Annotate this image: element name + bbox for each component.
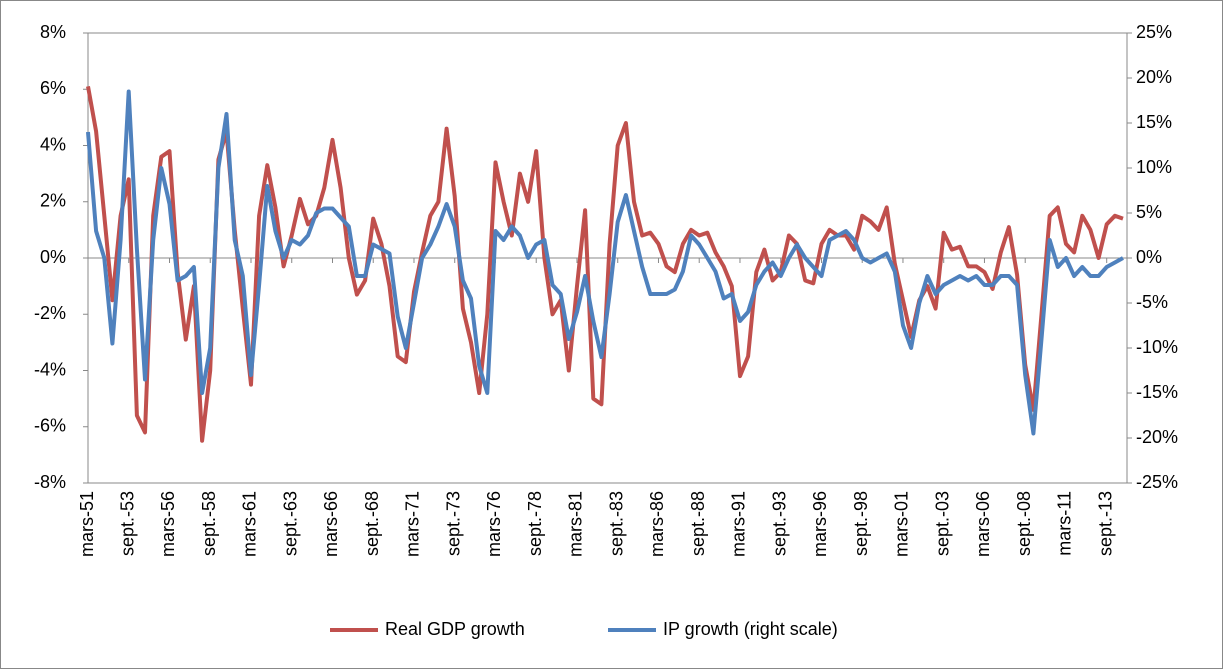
y2-tick-label: 10% — [1136, 157, 1172, 177]
y2-tick-label: 0% — [1136, 247, 1162, 267]
y-tick-label: 2% — [40, 191, 66, 211]
x-tick-label: mars-11 — [1055, 491, 1075, 556]
legend-label: Real GDP growth — [385, 619, 525, 639]
y-tick-label: 0% — [40, 247, 66, 267]
y2-tick-label: -20% — [1136, 427, 1178, 447]
y2-tick-label: -5% — [1136, 292, 1168, 312]
x-tick-label: sept.-73 — [443, 491, 463, 556]
legend-label: IP growth (right scale) — [663, 619, 838, 639]
x-tick-label: sept.-98 — [851, 491, 871, 556]
x-tick-label: mars-06 — [973, 491, 993, 557]
x-tick-label: mars-81 — [566, 491, 586, 557]
y2-tick-label: 20% — [1136, 67, 1172, 87]
x-tick-label: mars-71 — [403, 491, 423, 557]
x-tick-label: sept.-83 — [606, 491, 626, 556]
x-tick-label: sept.-93 — [769, 491, 789, 556]
x-tick-label: sept.-68 — [362, 491, 382, 556]
x-tick-label: sept.-03 — [932, 491, 952, 556]
x-tick-label: sept.-63 — [280, 491, 300, 556]
x-tick-label: mars-91 — [729, 491, 749, 557]
y-tick-label: -8% — [34, 472, 66, 492]
x-tick-label: mars-96 — [810, 491, 830, 557]
x-tick-label: sept.-53 — [117, 491, 137, 556]
x-tick-label: mars-56 — [158, 491, 178, 557]
x-tick-label: sept.-88 — [688, 491, 708, 556]
x-tick-label: sept.-08 — [1014, 491, 1034, 556]
x-tick-label: mars-76 — [484, 491, 504, 557]
y2-tick-label: -10% — [1136, 337, 1178, 357]
y-tick-label: -6% — [34, 416, 66, 436]
x-tick-label: mars-86 — [647, 491, 667, 557]
y-tick-label: 4% — [40, 134, 66, 154]
x-tick-label: sept.-78 — [525, 491, 545, 556]
y2-tick-label: 15% — [1136, 112, 1172, 132]
x-tick-label: mars-61 — [240, 491, 260, 557]
y2-tick-label: 25% — [1136, 22, 1172, 42]
series-line — [86, 89, 1124, 436]
y-tick-label: 6% — [40, 78, 66, 98]
x-tick-label: mars-51 — [77, 491, 97, 557]
x-tick-label: sept.-13 — [1095, 491, 1115, 556]
y2-tick-label: -15% — [1136, 382, 1178, 402]
y2-tick-label: -25% — [1136, 472, 1178, 492]
x-tick-label: sept.-58 — [199, 491, 219, 556]
y-tick-label: -2% — [34, 303, 66, 323]
y2-tick-label: 5% — [1136, 202, 1162, 222]
x-tick-label: mars-66 — [321, 491, 341, 557]
y-tick-label: -4% — [34, 359, 66, 379]
x-tick-label: mars-01 — [892, 491, 912, 557]
y-tick-label: 8% — [40, 22, 66, 42]
